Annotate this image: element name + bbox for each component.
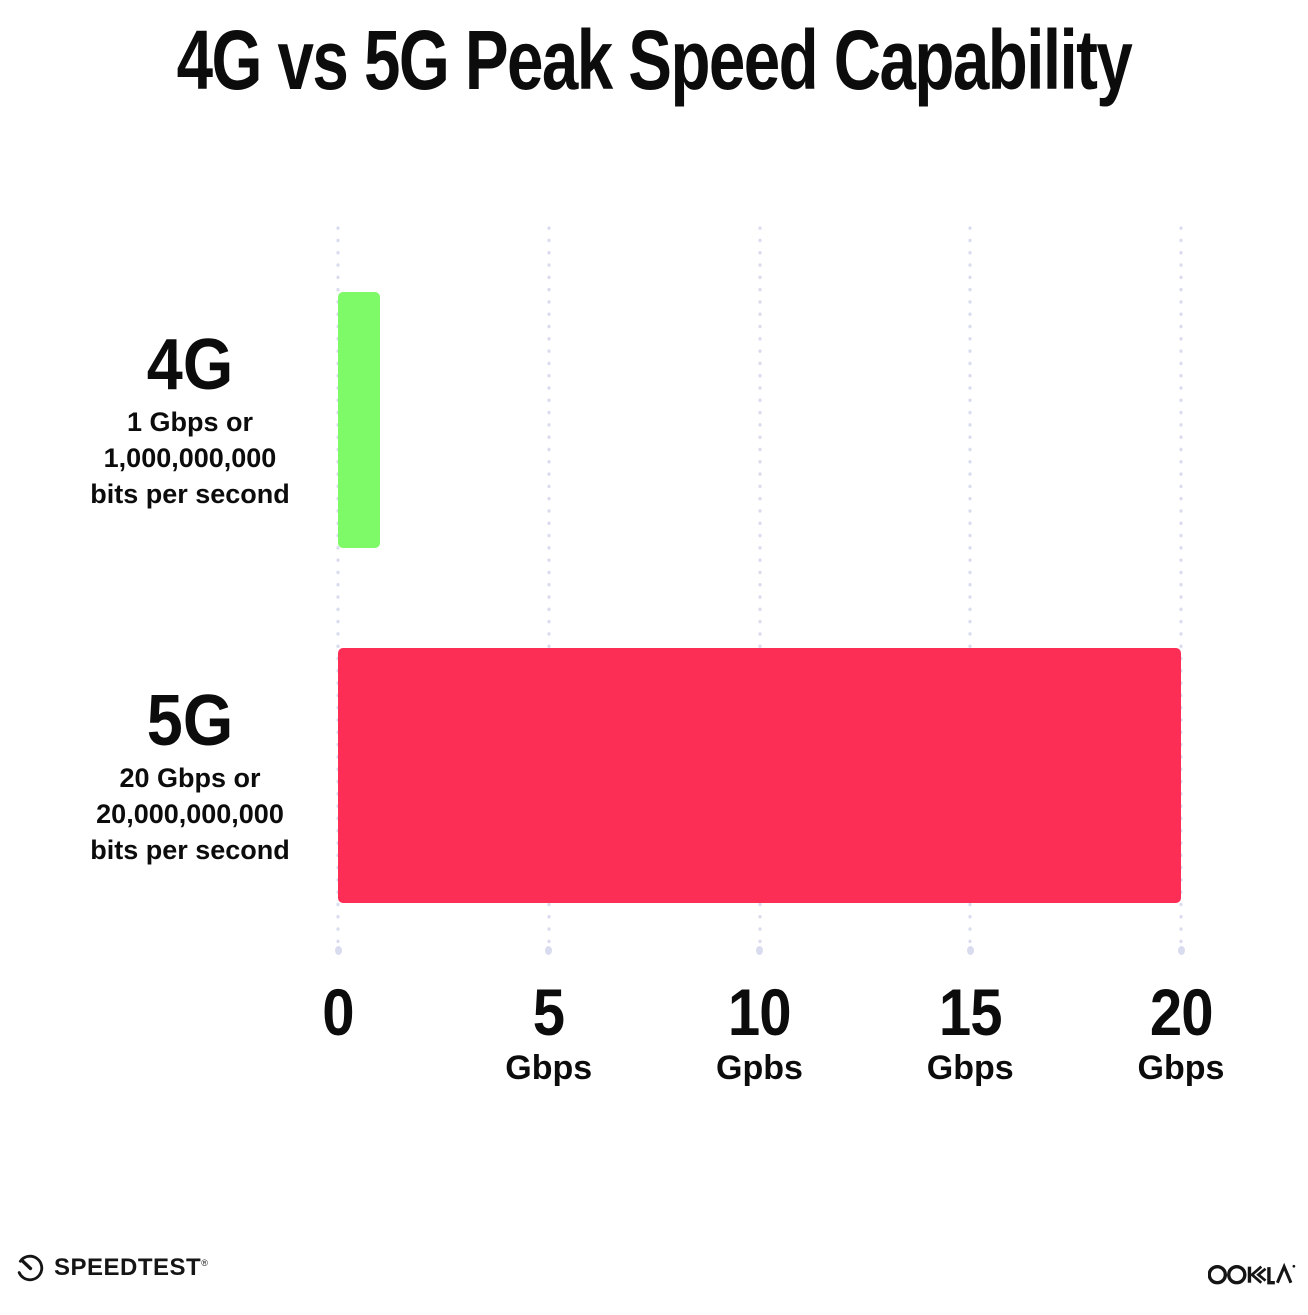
bar-4g xyxy=(338,292,381,548)
category-desc-5g-line2: 20,000,000,000 xyxy=(96,799,284,829)
bar-5g xyxy=(338,648,1181,903)
speedtest-trademark: ® xyxy=(201,1258,209,1268)
category-label-5g: 5G 20 Gbps or 20,000,000,000 bits per se… xyxy=(40,682,340,868)
ookla-logo xyxy=(1208,1258,1296,1288)
category-name-5g: 5G xyxy=(146,681,234,761)
gridline-15 xyxy=(967,222,973,944)
x-tick-15: 15 Gbps xyxy=(927,978,1014,1088)
x-tick-20: 20 Gbps xyxy=(1138,978,1225,1088)
x-tick-10: 10 Gpbs xyxy=(716,978,803,1088)
chart-title-text: 4G vs 5G Peak Speed Capability xyxy=(176,13,1133,107)
category-desc-5g-line3: bits per second xyxy=(90,835,290,865)
x-tick-15-unit: Gbps xyxy=(926,1049,1014,1087)
speedtest-logo: SPEEDTEST® xyxy=(14,1252,208,1284)
chart-title: 4G vs 5G Peak Speed Capability xyxy=(0,10,1308,110)
category-name-4g: 4G xyxy=(146,325,234,405)
x-tick-10-unit: Gpbs xyxy=(716,1049,803,1087)
category-desc-4g-line1: 1 Gbps or xyxy=(126,407,254,437)
gridline-10 xyxy=(757,222,762,944)
x-tick-20-value: 20 xyxy=(1149,975,1214,1049)
x-tick-5-unit: Gbps xyxy=(505,1049,593,1087)
speedtest-gauge-icon xyxy=(14,1252,46,1284)
category-desc-5g-line1: 20 Gbps or xyxy=(119,763,261,793)
gridline-0 xyxy=(335,222,341,944)
category-label-4g: 4G 1 Gbps or 1,000,000,000 bits per seco… xyxy=(40,326,340,512)
x-tick-15-value: 15 xyxy=(938,975,1003,1049)
gridline-20 xyxy=(1178,222,1184,944)
speedtest-wordmark: SPEEDTEST® xyxy=(54,1254,209,1281)
category-desc-4g-line2: 1,000,000,000 xyxy=(103,443,277,473)
x-tick-0: 0 xyxy=(320,978,356,1048)
x-tick-10-value: 10 xyxy=(728,975,792,1049)
ookla-wordmark-icon xyxy=(1208,1258,1296,1288)
x-tick-0-value: 0 xyxy=(322,975,354,1049)
plot-area xyxy=(335,222,1184,958)
x-tick-5-value: 5 xyxy=(533,975,565,1049)
x-tick-20-unit: Gbps xyxy=(1137,1049,1225,1087)
category-desc-4g-line3: bits per second xyxy=(90,479,290,509)
x-tick-5: 5 Gbps xyxy=(505,978,592,1088)
gridline-5 xyxy=(546,222,552,944)
